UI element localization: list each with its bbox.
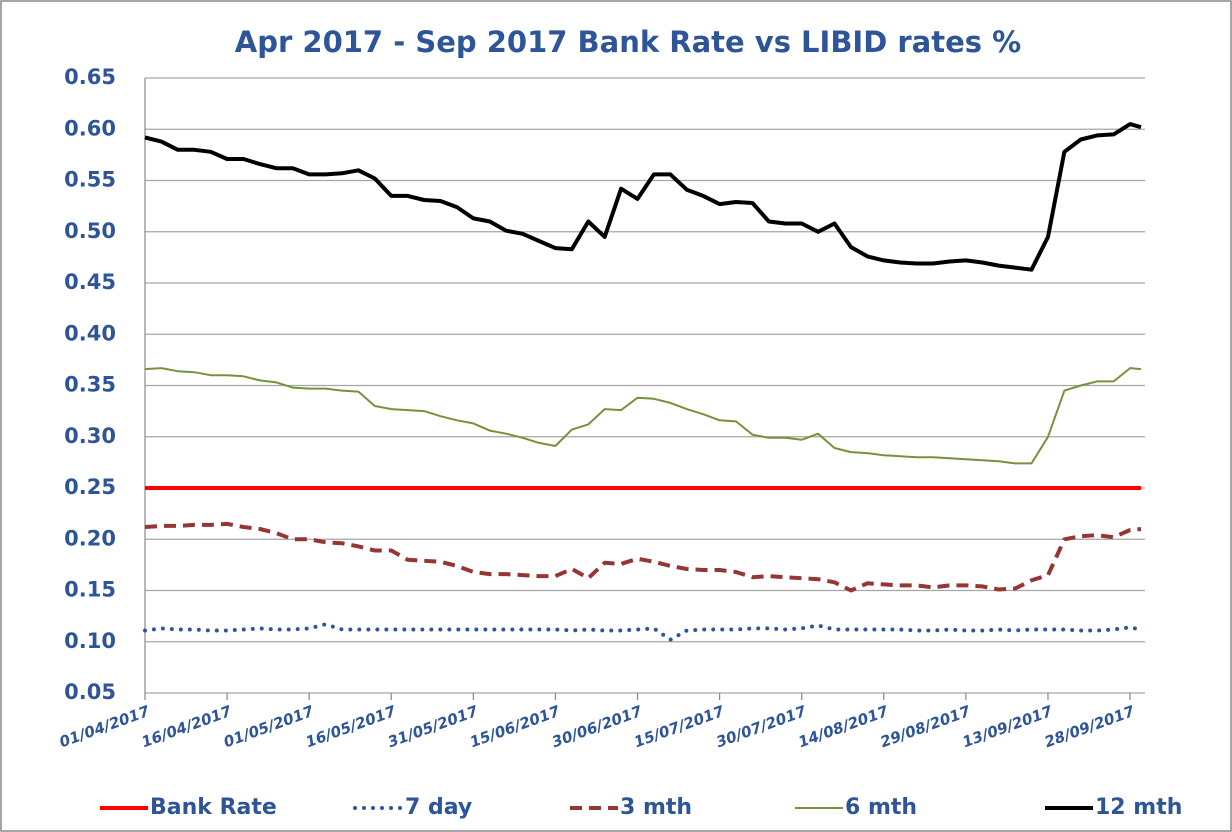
y-tick-label: 0.25 [64,475,116,499]
legend-label: 6 mth [845,795,917,820]
y-tick-label: 0.40 [64,321,116,345]
y-tick-label: 0.60 [64,116,116,140]
y-tick-label: 0.30 [64,424,116,448]
y-tick-label: 0.55 [64,168,116,192]
legend-label: Bank Rate [150,795,277,820]
chart-title: Apr 2017 - Sep 2017 Bank Rate vs LIBID r… [235,25,1021,59]
series-line [144,521,1142,593]
legend-label: 3 mth [620,795,692,820]
y-tick-label: 0.50 [64,219,116,243]
series-line [144,122,1142,272]
series-line [143,622,1143,642]
y-tick-label: 0.10 [64,629,116,653]
y-tick-label: 0.05 [64,680,116,704]
series-line [144,367,1142,465]
y-tick-label: 0.45 [64,270,116,294]
y-tick-label: 0.15 [64,578,116,602]
legend-label: 12 mth [1095,795,1182,820]
y-tick-label: 0.35 [64,373,116,397]
y-tick-label: 0.65 [64,65,116,89]
y-tick-label: 0.20 [64,526,116,550]
legend-label: 7 day [405,795,472,820]
